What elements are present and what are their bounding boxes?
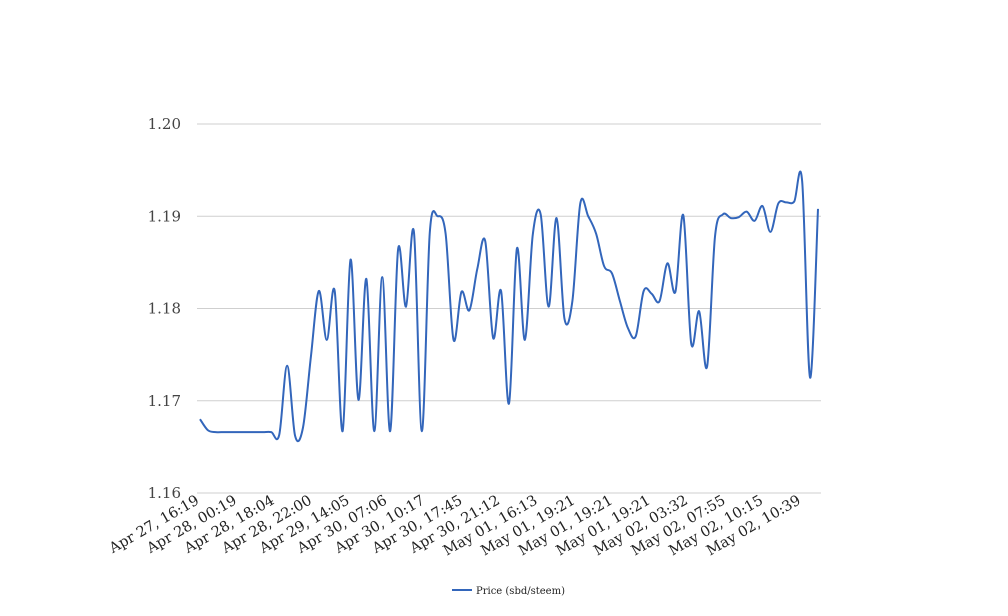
data-point: [459, 289, 464, 294]
data-point: [713, 234, 718, 239]
data-point: [396, 247, 401, 252]
legend: Price (sbd/steem): [452, 586, 565, 597]
data-point: [720, 212, 725, 217]
data-point: [435, 214, 440, 219]
data-point: [372, 429, 377, 434]
data-point: [348, 257, 353, 262]
y-tick-label: 1.20: [148, 115, 181, 133]
data-point: [586, 214, 591, 219]
data-point: [507, 401, 512, 406]
data-point: [522, 337, 527, 342]
data-point: [404, 304, 409, 309]
data-point: [610, 271, 615, 276]
data-point: [380, 275, 385, 280]
series-line-price: [199, 170, 819, 443]
data-point: [578, 201, 583, 206]
y-tick-label: 1.17: [148, 392, 181, 410]
data-point: [198, 417, 203, 422]
data-point: [625, 325, 630, 330]
data-point: [816, 206, 821, 211]
data-point: [388, 429, 393, 434]
data-point: [237, 430, 242, 435]
data-point: [213, 430, 218, 435]
data-point: [419, 429, 424, 434]
data-point: [728, 216, 733, 221]
data-point: [657, 299, 662, 304]
data-point: [277, 432, 282, 437]
data-point: [530, 232, 535, 237]
data-point: [245, 430, 250, 435]
data-point: [681, 213, 686, 218]
y-tick-label: 1.19: [148, 207, 181, 225]
data-point: [356, 397, 361, 402]
y-axis-tick-labels: 1.16 1.17 1.18 1.19 1.20: [148, 115, 181, 502]
data-point: [269, 430, 274, 435]
legend-label-price: Price (sbd/steem): [476, 586, 565, 597]
data-point: [546, 304, 551, 309]
data-point: [285, 363, 290, 368]
data-point: [332, 288, 337, 293]
data-point: [594, 231, 599, 236]
data-point: [602, 264, 607, 269]
data-point: [633, 334, 638, 339]
series-layer: [198, 170, 821, 443]
data-point: [451, 337, 456, 342]
gridlines: [197, 123, 821, 494]
data-point: [308, 354, 313, 359]
data-point: [562, 316, 567, 321]
data-point: [253, 430, 258, 435]
data-point: [499, 288, 504, 293]
data-point: [467, 308, 472, 313]
data-point: [697, 309, 702, 314]
data-point: [411, 229, 416, 234]
data-point: [744, 209, 749, 214]
data-point: [641, 288, 646, 293]
data-point: [689, 341, 694, 346]
data-point: [808, 375, 813, 380]
data-point: [427, 230, 432, 235]
data-point: [483, 239, 488, 244]
data-point: [673, 289, 678, 294]
data-point: [538, 212, 543, 217]
y-tick-label: 1.16: [148, 484, 181, 502]
data-point: [665, 261, 670, 266]
data-point: [340, 429, 345, 434]
y-tick-label: 1.18: [148, 300, 181, 318]
data-point: [324, 337, 329, 342]
data-point: [792, 199, 797, 204]
data-point: [570, 299, 575, 304]
data-point: [752, 218, 757, 223]
data-point: [475, 266, 480, 271]
data-point: [221, 430, 226, 435]
data-point: [784, 200, 789, 205]
data-point: [443, 231, 448, 236]
data-point: [301, 425, 306, 430]
data-point: [768, 229, 773, 234]
data-point: [554, 216, 559, 221]
data-point: [261, 430, 266, 435]
data-point: [229, 430, 234, 435]
data-point: [491, 336, 496, 341]
data-point: [617, 299, 622, 304]
data-point: [800, 179, 805, 184]
data-point: [760, 204, 765, 209]
data-point: [205, 428, 210, 433]
data-point: [293, 433, 298, 438]
data-point: [705, 364, 710, 369]
data-point: [514, 246, 519, 251]
data-point: [364, 276, 369, 281]
data-point: [776, 201, 781, 206]
data-point: [736, 215, 741, 220]
data-point: [316, 288, 321, 293]
data-point: [649, 291, 654, 296]
